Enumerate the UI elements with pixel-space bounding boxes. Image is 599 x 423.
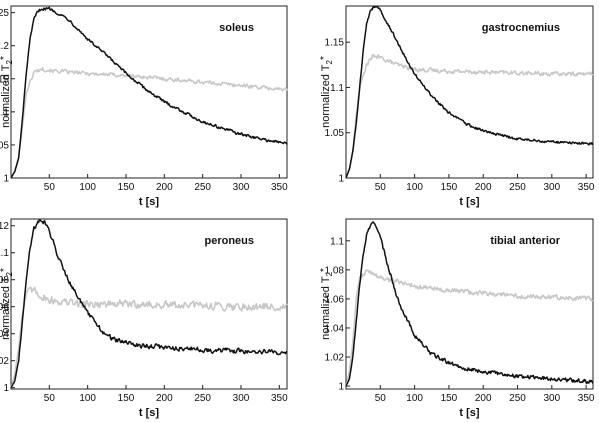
y-tick-label: 1 [3, 174, 9, 185]
x-tick-label: 150 [441, 393, 458, 404]
axis-layer: 50 100 150 200 250 300 350 1 1.05 1.1 1.15 1.2 1.25 [0, 8, 288, 193]
panel-title: gastrocnemius [482, 22, 560, 34]
plot-frame [345, 5, 594, 179]
series-layer [10, 219, 288, 389]
x-tick-label: 200 [475, 393, 492, 404]
x-tick-label: 150 [441, 182, 458, 193]
x-axis-label: t [s] [139, 196, 160, 208]
x-tick-label: 350 [578, 182, 595, 193]
y-tick-label: 1.08 [0, 275, 9, 286]
x-tick-label: 250 [509, 393, 526, 404]
x-axis-label: t [s] [139, 407, 160, 419]
y-axis-label: normalized T2* [319, 56, 334, 128]
x-tick-label: 300 [543, 182, 560, 193]
y-tick-label: 1.06 [0, 302, 9, 313]
plot-frame [345, 218, 594, 390]
y-tick-label: 1.02 [325, 353, 345, 364]
x-tick-label: 50 [375, 182, 387, 193]
y-tick-label: 1 [3, 383, 9, 394]
x-tick-label: 100 [406, 182, 423, 193]
y-axis-label: normalized T2* [0, 56, 14, 128]
chart-panel-tibial-anterior: 50 100 150 200 250 300 350 1 1.02 1.04 1.06 1.08 1.1… [319, 218, 595, 419]
y-tick-label: 1.05 [325, 128, 345, 139]
series-layer [345, 5, 594, 179]
series-line-1 [345, 5, 594, 179]
y-tick-label: 1.15 [325, 38, 345, 49]
y-tick-label: 1 [338, 174, 344, 185]
y-tick-label: 1.04 [0, 329, 9, 340]
y-tick-label: 1 [338, 382, 344, 393]
x-tick-label: 200 [156, 393, 173, 404]
y-tick-label: 1.15 [0, 74, 9, 85]
y-tick-label: 1.05 [0, 140, 9, 151]
y-axis-label: normalized T2* [0, 268, 14, 340]
panel-title: soleus [219, 22, 254, 34]
x-axis-label: t [s] [459, 407, 480, 419]
panel-title: peroneus [204, 235, 254, 247]
x-tick-label: 350 [271, 182, 288, 193]
x-tick-label: 200 [475, 182, 492, 193]
x-tick-label: 300 [233, 393, 250, 404]
series-line-0 [345, 53, 594, 179]
y-axis-label: normalized T2* [319, 268, 334, 340]
series-layer [345, 221, 594, 387]
series-layer [10, 6, 288, 179]
x-tick-label: 250 [194, 182, 211, 193]
axis-layer: 50 100 150 200 250 300 350 1 1.02 1.04 1.06 1.08 1.1… [0, 221, 288, 404]
x-tick-label: 200 [156, 182, 173, 193]
y-tick-label: 1.1 [330, 236, 344, 247]
y-tick-label: 1.04 [325, 323, 345, 334]
x-tick-label: 300 [233, 182, 250, 193]
y-tick-label: 1.1 [0, 248, 9, 259]
y-tick-label: 1.08 [325, 265, 345, 276]
x-tick-label: 150 [118, 393, 135, 404]
x-axis-label: t [s] [459, 196, 480, 208]
y-tick-label: 1.25 [0, 8, 9, 19]
y-tick-label: 1.1 [330, 83, 344, 94]
x-tick-label: 100 [406, 393, 423, 404]
chart-panel-peroneus: 50 100 150 200 250 300 350 1 1.02 1.04 1.06 1.08 1.1… [0, 218, 288, 419]
chart-panel-gastrocnemius: 50 100 150 200 250 300 350 1 1.05 1.1 1.15 gastroc… [319, 5, 595, 208]
series-line-0 [10, 286, 288, 388]
chart-panel-soleus: 5010015020025030035011.051.11.151.21.25 … [0, 5, 288, 208]
x-tick-label: 50 [44, 393, 56, 404]
x-tick-label: 300 [543, 393, 560, 404]
series-line-1 [10, 6, 288, 179]
x-tick-label: 350 [271, 393, 288, 404]
axis-layer: 50 100 150 200 250 300 350 1 1.05 1.1 1.15 [325, 38, 595, 193]
series-line-1 [10, 219, 288, 389]
x-tick-label: 50 [44, 182, 56, 193]
series-line-0 [10, 67, 288, 179]
series-line-0 [345, 269, 594, 387]
x-tick-label: 150 [118, 182, 135, 193]
y-tick-label: 1.2 [0, 41, 9, 52]
x-tick-label: 250 [194, 393, 211, 404]
y-tick-label: 1.06 [325, 294, 345, 305]
series-line-1 [345, 221, 594, 387]
x-tick-label: 50 [375, 393, 387, 404]
x-tick-label: 350 [578, 393, 595, 404]
y-tick-label: 1.1 [0, 107, 9, 118]
x-tick-label: 100 [79, 182, 96, 193]
y-tick-label: 1.12 [0, 221, 9, 232]
axis-layer: 50 100 150 200 250 300 350 1 1.02 1.04 1.06 1.08 1.1 [325, 236, 595, 404]
panel-title: tibial anterior [490, 235, 560, 247]
x-tick-label: 100 [79, 393, 96, 404]
x-tick-label: 250 [509, 182, 526, 193]
y-tick-label: 1.02 [0, 356, 9, 367]
